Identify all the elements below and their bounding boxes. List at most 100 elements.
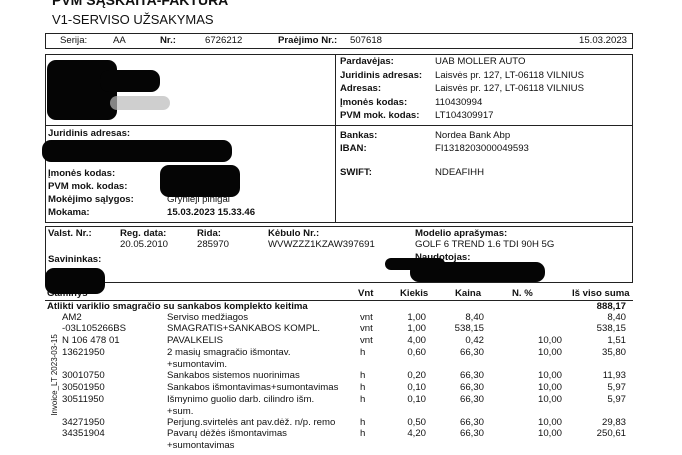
text: Serija: — [60, 35, 88, 46]
column-header: Vnt — [358, 288, 374, 299]
cell: +sum. — [167, 405, 194, 417]
cell: 66,30 — [459, 347, 484, 358]
cell: h — [360, 394, 366, 405]
cell: 30010750 — [62, 370, 105, 381]
cell: 30501950 — [62, 382, 105, 393]
cell: 0,42 — [465, 335, 484, 346]
cell: 10,00 — [537, 335, 562, 346]
text: Adresas: — [340, 83, 382, 94]
text: AA — [113, 35, 126, 46]
text: Juridinis adresas: — [340, 69, 423, 81]
text: Nr.: — [160, 35, 176, 46]
text: Naudotojas: — [415, 252, 471, 263]
cell: 0,10 — [407, 382, 426, 393]
cell: h — [360, 417, 366, 428]
divider — [45, 125, 633, 126]
cell: 1,00 — [407, 312, 426, 323]
redaction — [42, 140, 232, 162]
cell: Sankabos išmontavimas+sumontavimas — [167, 382, 339, 393]
cell: 2 masių smagračio išmontav. — [167, 347, 291, 358]
text: Rida: — [197, 228, 221, 239]
column-header: N. % — [512, 288, 533, 299]
order-bar — [45, 33, 633, 49]
text: 110430994 — [435, 96, 483, 108]
cell: h — [360, 382, 366, 393]
text: 6726212 — [205, 35, 243, 46]
cell: 1,00 — [407, 323, 426, 334]
cell: +sumontavimas — [167, 439, 235, 451]
cell: 29,83 — [601, 417, 626, 428]
text: 15.03.2023 — [578, 35, 627, 46]
cell: 66,30 — [459, 370, 484, 381]
cell: 0,50 — [407, 417, 426, 428]
cell: 8,40 — [465, 312, 484, 323]
cell: -03L105266BS — [62, 323, 127, 334]
cell: 4,00 — [407, 335, 426, 346]
text: Savininkas: — [48, 254, 102, 265]
cell: 66,30 — [459, 428, 484, 439]
cell: 538,15 — [454, 323, 484, 334]
subtitle: V1-SERVISO UŽSAKYMAS — [52, 12, 214, 27]
cell: 0,10 — [407, 394, 426, 405]
text: Įmonės kodas: — [48, 168, 116, 179]
text: Bankas: — [340, 130, 378, 141]
text: Valst. Nr.: — [48, 228, 92, 239]
text: Mokėjimo sąlygos: — [48, 194, 134, 205]
text: Grynieji pinigai — [167, 194, 230, 205]
cell: h — [360, 370, 366, 381]
redaction — [385, 258, 445, 270]
group-total: 888,17 — [596, 301, 626, 312]
text: Praėjimo Nr.: — [278, 35, 338, 46]
redaction — [160, 165, 240, 197]
cell: 34271950 — [62, 417, 105, 428]
cell: 1,51 — [607, 335, 626, 346]
cell: vnt — [360, 335, 373, 346]
party-box — [45, 54, 633, 223]
text: Įmonės kodas: — [340, 96, 408, 108]
cell: 35,80 — [601, 347, 626, 358]
text: Pardavėjas: — [340, 56, 394, 67]
cell: 10,00 — [537, 417, 562, 428]
cell: PAVALKELIS — [167, 335, 223, 346]
column-header: Kaina — [455, 288, 482, 299]
text: 15.03.2023 15.33.46 — [167, 207, 256, 218]
cell: 10,00 — [537, 347, 562, 358]
cell: 30511950 — [62, 394, 104, 405]
text: Laisvės pr. 127, LT-06118 VILNIUS — [435, 83, 584, 94]
text: WVWZZZ1KZAW397691 — [268, 239, 375, 250]
cell: 10,00 — [537, 428, 562, 439]
cell: 538,15 — [596, 323, 626, 334]
text: PVM mok. kodas: — [48, 181, 128, 192]
text: FI1318203000049593 — [435, 143, 529, 154]
text: Modelio aprašymas: — [415, 228, 508, 239]
cell: Serviso medžiagos — [167, 312, 249, 323]
text: PVM mok. kodas: — [340, 110, 420, 121]
cell: +sumontavim. — [167, 358, 227, 370]
cell: 66,30 — [459, 382, 484, 393]
cell: N 106 478 01 — [62, 335, 120, 346]
column-header: Iš viso suma — [572, 288, 630, 299]
text: Mokama: — [48, 207, 90, 218]
text: GOLF 6 TREND 1.6 TDI 90H 5G — [415, 239, 555, 250]
text: 285970 — [197, 239, 230, 250]
text: Kėbulo Nr.: — [268, 228, 320, 239]
cell: 66,30 — [459, 417, 484, 428]
text: UAB MOLLER AUTO — [435, 56, 526, 67]
cell: h — [360, 428, 366, 439]
cell: 11,93 — [602, 370, 626, 381]
cell: 4,20 — [407, 428, 426, 439]
title: PVM SĄSKAITA-FAKTURA — [52, 0, 229, 8]
column-header: Kiekis — [400, 288, 429, 299]
cell: 5,97 — [607, 382, 626, 393]
cell: 5,97 — [607, 394, 626, 405]
cell: Pavarų dėžės išmontavimas — [167, 428, 287, 439]
cell: 0,20 — [407, 370, 426, 381]
text: Reg. data: — [120, 228, 167, 239]
redaction — [100, 70, 160, 92]
text: SWIFT: — [340, 167, 372, 178]
text: Laisvės pr. 127, LT-06118 VILNIUS — [435, 69, 584, 81]
cell: SMAGRATIS+SANKABOS KOMPL. — [167, 323, 321, 334]
cell: 34351904 — [62, 428, 105, 439]
cell: Perjung.svirtelės ant pav.dėž. n/p. remo — [167, 417, 336, 428]
